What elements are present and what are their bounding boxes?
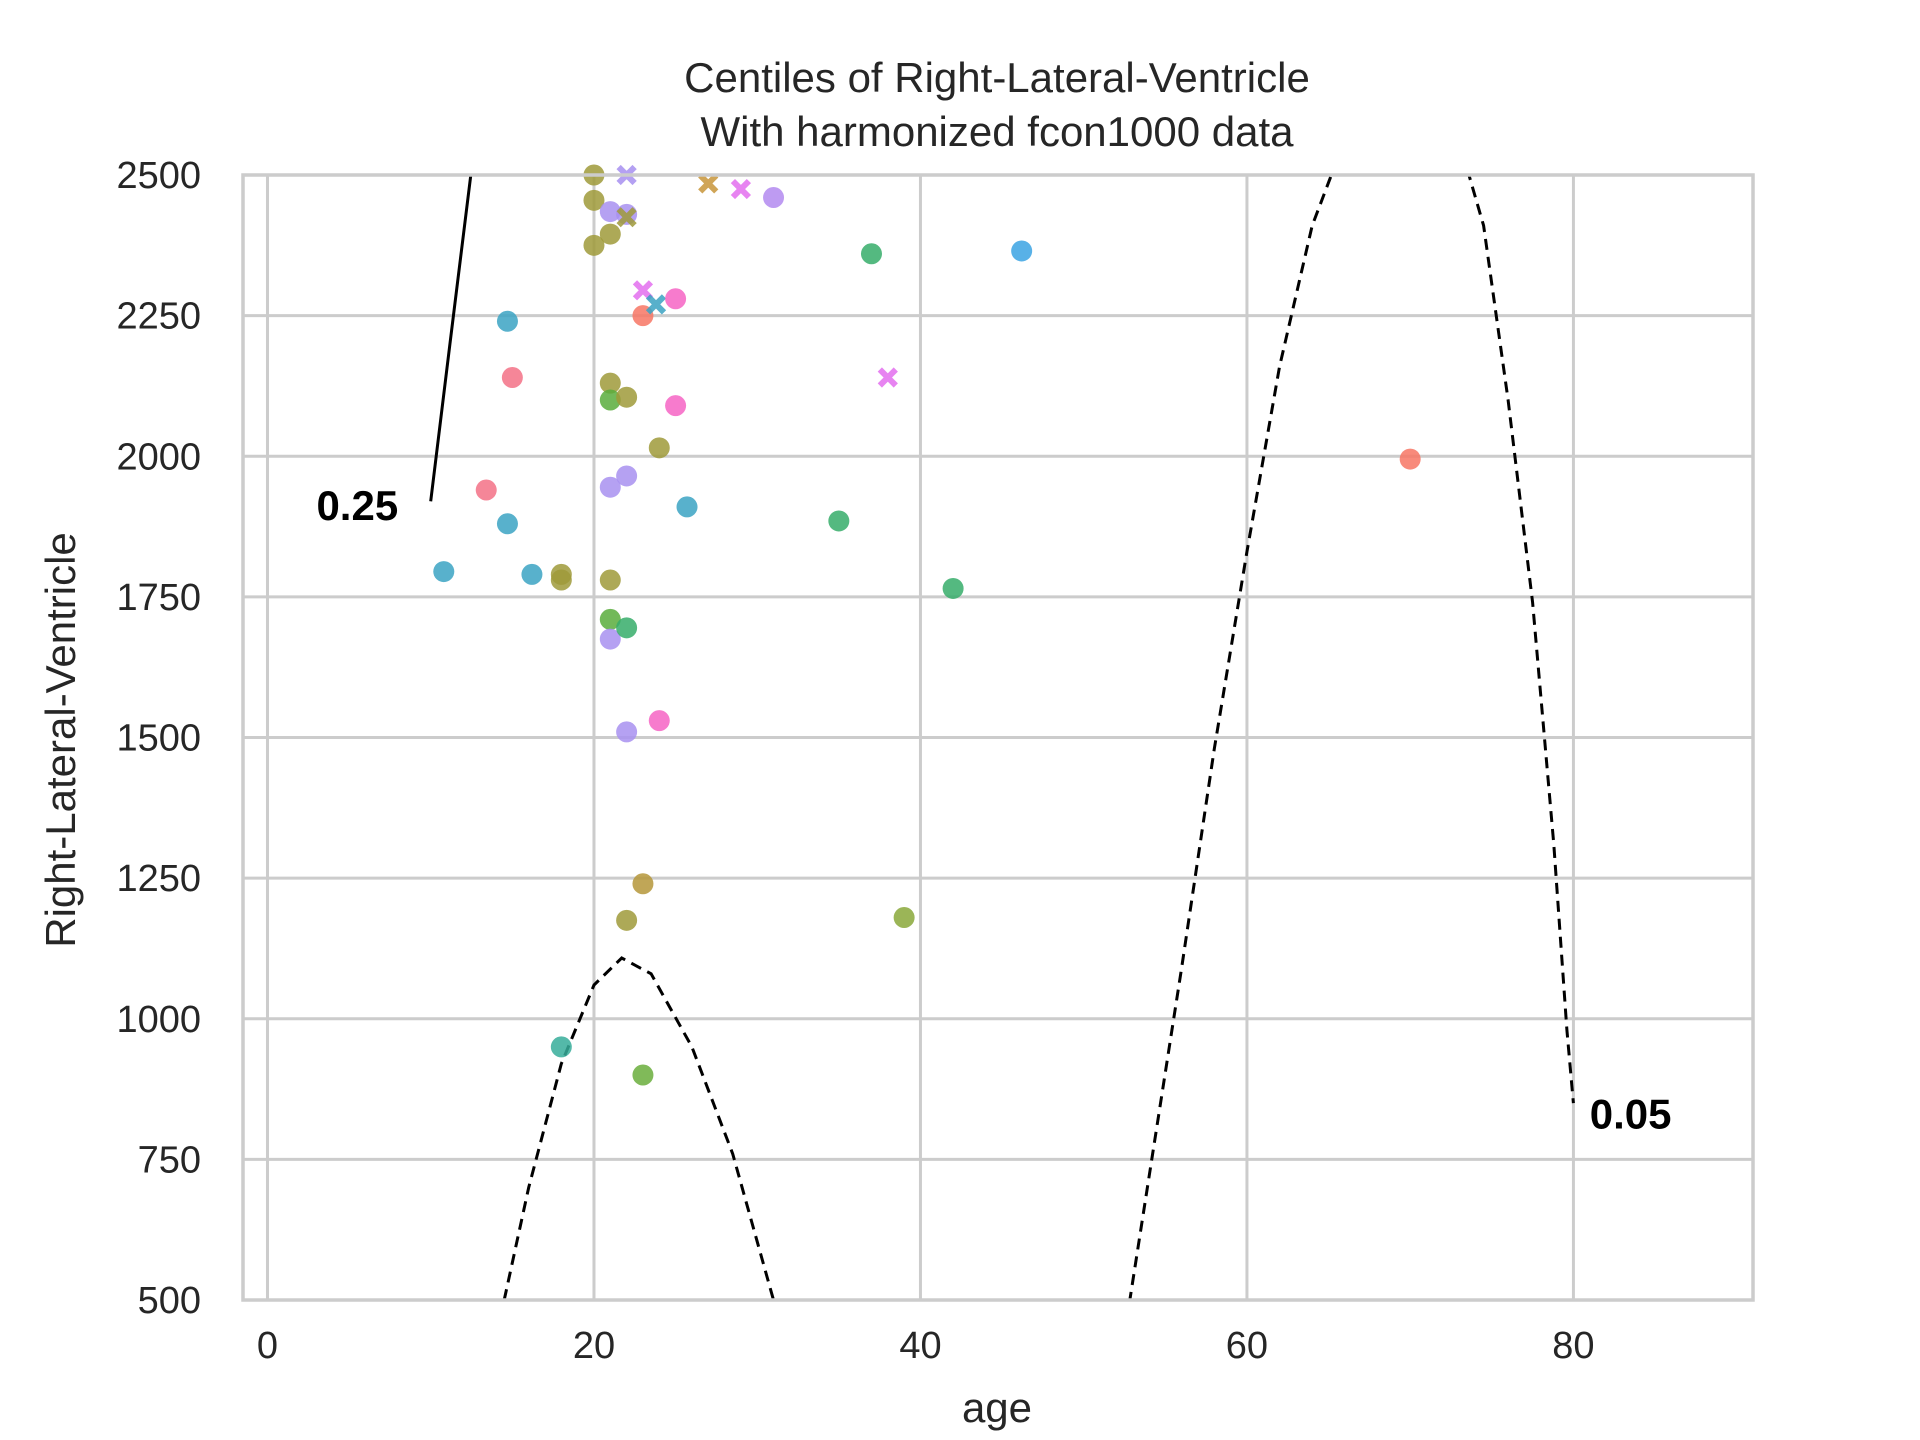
data-point [599,569,621,591]
data-point-x [698,173,719,194]
data-point [599,223,621,245]
data-point-x [730,178,752,200]
data-point [1399,448,1421,470]
data-point [496,513,518,535]
data-point [632,873,654,895]
centile-line [1467,175,1575,1104]
centile-line [1128,175,1333,1300]
data-point [1011,240,1033,262]
data-point [860,243,882,265]
data-point [648,437,670,459]
y-tick-label: 2000 [116,436,201,478]
chart-subtitle: With harmonized fcon1000 data [700,108,1294,155]
y-axis-label: Right-Lateral-Ventricle [37,532,84,948]
data-point [550,569,572,591]
data-point [433,561,455,583]
data-point-x [616,207,637,228]
data-point [496,310,518,332]
centile-label: 0.05 [1590,1090,1672,1137]
data-point [501,367,523,388]
data-point [599,628,621,650]
y-tick-label: 1250 [116,858,201,900]
plot-border [241,173,1755,1302]
data-point [599,372,621,394]
data-point [521,563,543,585]
data-point [599,476,621,498]
y-tick-label: 1500 [116,718,201,760]
data-point [616,617,638,639]
plot-frame [241,173,1755,1302]
y-tick-label: 1750 [116,577,201,619]
y-tick-label: 750 [138,1139,201,1181]
centile-line [429,175,473,502]
tick-labels: 0 20 40 60 80 500 750 1000 1250 1500 1750 2000 2250 2… [116,155,1594,1367]
data-point-x [632,280,654,301]
x-axis-label: age [962,1384,1032,1431]
y-tick-label: 500 [138,1280,201,1322]
y-tick-label: 2500 [116,155,201,197]
data-point [632,1064,654,1086]
data-point [828,510,850,532]
data-point [665,288,687,310]
data-point [550,1036,572,1058]
data-point [475,479,497,501]
data-point-x [645,294,667,315]
x-tick-label: 0 [257,1325,278,1367]
x-tick-label: 60 [1226,1325,1268,1367]
x-tick-label: 40 [899,1325,941,1367]
data-point [648,710,670,732]
data-point [616,386,638,408]
data-point [583,234,605,256]
centile-line [502,956,776,1300]
data-point [583,189,605,211]
centile-curves [429,175,1575,1300]
x-tick-label: 80 [1552,1325,1594,1367]
y-tick-label: 2250 [116,296,201,338]
scatter-points [433,164,1421,1086]
y-tick-label: 1000 [116,999,201,1041]
data-point [616,465,638,487]
data-point [893,907,915,928]
data-point [599,201,621,223]
chart-title: Centiles of Right-Lateral-Ventricle [684,54,1310,101]
centile-labels: 0.25 0.05 [316,482,1671,1138]
data-point [599,608,621,630]
data-point [942,577,964,599]
data-point [616,909,638,931]
data-point [763,187,785,208]
x-tick-label: 20 [573,1325,615,1367]
data-point [599,389,621,411]
data-point [676,496,698,518]
centile-label: 0.25 [316,482,398,529]
data-point [616,721,638,743]
data-point [665,395,687,417]
data-point-x [877,367,898,388]
